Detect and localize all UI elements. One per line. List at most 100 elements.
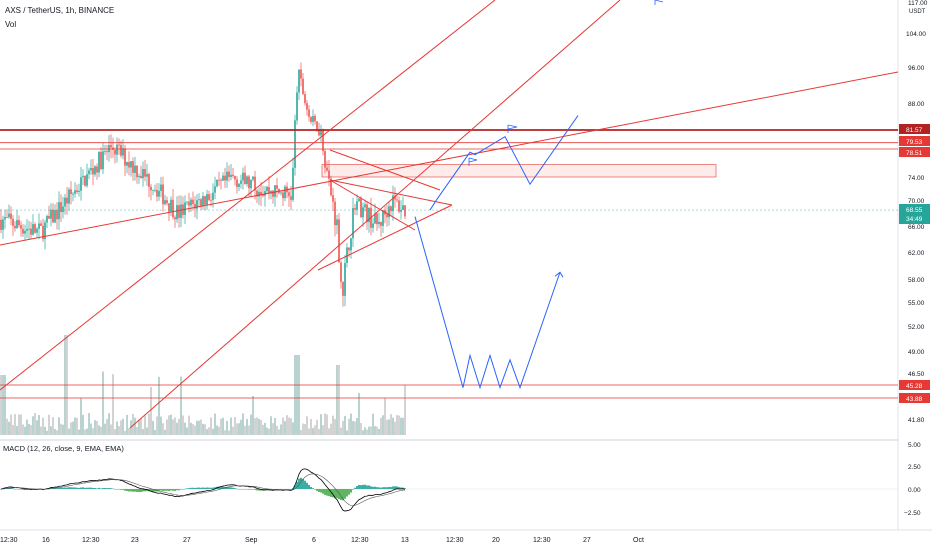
macd-histogram-bar: [70, 487, 72, 489]
volume-bar: [108, 413, 110, 435]
volume-bar: [264, 422, 266, 435]
candle-body: [134, 165, 136, 173]
volume-bar: [180, 376, 182, 435]
candle-body: [132, 161, 134, 173]
volume-bar: [334, 419, 336, 435]
volume-bar: [30, 425, 32, 435]
macd-histogram-bar: [244, 489, 246, 490]
candle-body: [328, 170, 330, 179]
volume-bar: [340, 427, 342, 435]
price-badge-78-51: 78.51: [899, 147, 930, 157]
volume-bar: [90, 423, 92, 435]
trendline: [0, 0, 496, 391]
volume-bar: [274, 418, 276, 435]
candle-body: [76, 190, 78, 192]
volume-bar: [372, 413, 374, 435]
price-label: 49.00: [908, 349, 925, 356]
volume-bar: [178, 418, 180, 435]
macd-label-tick: 2.50: [908, 464, 921, 471]
candle-body: [234, 176, 236, 180]
candle-body: [18, 220, 20, 226]
price-label: 88.00: [908, 101, 925, 108]
candle-body: [120, 145, 122, 156]
volume-bar: [12, 425, 14, 435]
volume-bar: [256, 417, 258, 435]
candle-body: [82, 175, 84, 178]
macd-histogram-bar: [218, 486, 220, 489]
volume-bar: [338, 365, 340, 435]
candle-body: [96, 166, 98, 173]
price-badge-45-28: 45.28: [899, 380, 930, 390]
volume-bar: [230, 417, 232, 435]
volume-bar: [312, 428, 314, 435]
candle-body: [66, 197, 68, 204]
macd-histogram-bar: [162, 489, 164, 491]
candle-body: [378, 221, 380, 225]
macd-histogram-bar: [86, 487, 88, 489]
macd-histogram-bar: [126, 489, 128, 492]
candle-body: [258, 191, 260, 197]
time-axis-labels: 12:30 16 12:30 23 27 Sep 6 12:30 13 12:3…: [0, 537, 644, 544]
volume-bar: [106, 419, 108, 435]
candle-body: [52, 209, 54, 223]
macd-histogram-bar: [182, 489, 184, 490]
macd-label[interactable]: MACD (12, 26, close, 9, EMA, EMA): [3, 444, 124, 453]
macd-line: [0, 468, 406, 512]
volume-bar: [160, 416, 162, 435]
resistance-zone-layer: [321, 164, 717, 178]
volume-bar: [162, 423, 164, 435]
candle-body: [58, 202, 60, 220]
macd-histogram-bar: [100, 488, 102, 489]
macd-histogram-bar: [170, 489, 172, 491]
price-scale[interactable]: [898, 0, 932, 550]
candle-body: [124, 148, 126, 166]
volume-bar: [332, 415, 334, 435]
macd-histogram-bar: [158, 489, 160, 492]
volume-bar: [234, 416, 236, 435]
candle-body: [294, 120, 296, 168]
volume-bar: [100, 426, 102, 435]
macd-histogram-bar: [276, 489, 278, 490]
volume-bar: [348, 418, 350, 435]
candle-body: [38, 223, 40, 229]
candle-body: [284, 186, 286, 199]
volume-bar: [380, 417, 382, 435]
macd-histogram-bar: [74, 487, 76, 489]
candle-body: [6, 217, 8, 218]
macd-histogram-bar: [178, 489, 180, 491]
macd-histogram-bar: [328, 489, 330, 497]
symbol-title[interactable]: AXS / TetherUS, 1h, BINANCE: [5, 6, 114, 15]
macd-histogram-bar: [188, 488, 190, 489]
candle-body: [154, 189, 156, 191]
volume-bar: [342, 420, 344, 435]
volume-bar: [266, 427, 268, 435]
candle-body: [156, 189, 158, 197]
candle-body: [48, 215, 50, 219]
badge-text: 43.88: [906, 396, 923, 403]
macd-histogram-bar: [196, 487, 198, 489]
candle-body: [130, 161, 132, 168]
volume-label[interactable]: Vol: [5, 20, 16, 29]
volume-bar: [32, 416, 34, 435]
candle-body: [252, 176, 254, 180]
badge-text: 81.57: [906, 127, 923, 134]
candle-body: [270, 190, 272, 194]
main-pane[interactable]: [0, 0, 898, 440]
volume-bar: [22, 424, 24, 435]
volume-bar: [286, 415, 288, 435]
macd-histogram-bar: [306, 482, 308, 489]
candle-body: [382, 210, 384, 226]
macd-histogram-bar: [346, 489, 348, 497]
macd-histogram-bar: [374, 486, 376, 489]
candle-body: [142, 169, 144, 179]
flag-marker: [654, 0, 664, 5]
volume-bar: [322, 425, 324, 435]
macd-histogram-bar: [58, 487, 60, 489]
macd-histogram-bar: [120, 489, 122, 490]
macd-histogram-bar: [60, 487, 62, 489]
candle-body: [316, 121, 318, 130]
volume-bar: [284, 421, 286, 435]
volume-bar: [210, 417, 212, 435]
candle-body: [302, 78, 304, 95]
